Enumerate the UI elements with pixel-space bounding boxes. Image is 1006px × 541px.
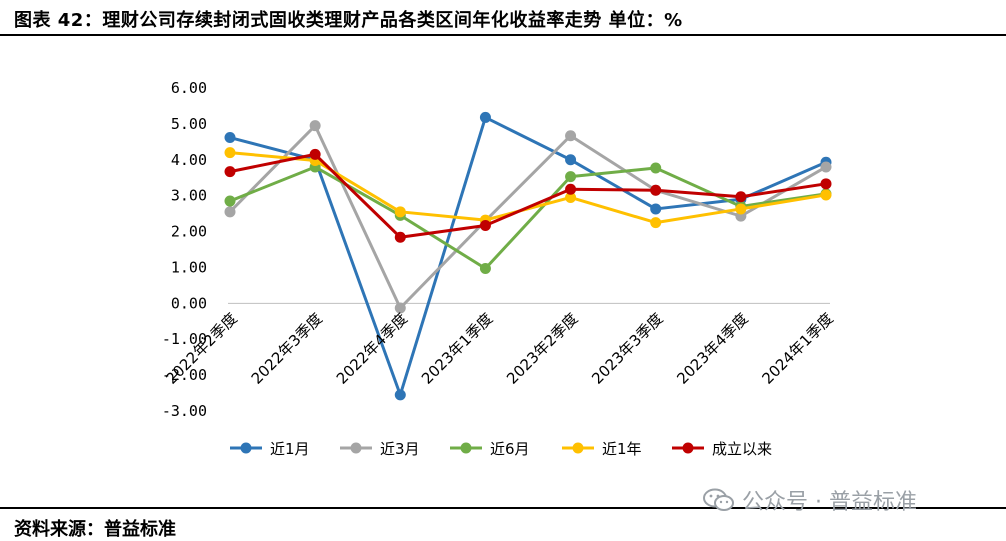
legend-item: 近1年: [562, 440, 642, 458]
y-tick-label: 1.00: [171, 258, 207, 276]
data-point: [820, 189, 832, 201]
data-point: [394, 389, 406, 401]
y-tick-label: -2.00: [162, 366, 207, 384]
data-point: [479, 111, 491, 123]
data-point: [565, 191, 577, 203]
legend-swatch-marker: [460, 442, 472, 454]
x-tick-label: 2022年4季度: [333, 309, 411, 387]
data-point: [309, 120, 321, 132]
data-point: [650, 203, 662, 215]
x-tick-label: 2023年2季度: [503, 309, 581, 387]
y-tick-label: 0.00: [171, 294, 207, 312]
data-point: [650, 184, 662, 196]
wechat-icon: [703, 488, 734, 511]
y-tick-label: 3.00: [171, 187, 207, 205]
chart-title: 图表 42：理财公司存续封闭式固收类理财产品各类区间年化收益率走势 单位：%: [14, 10, 683, 31]
legend-item: 成立以来: [672, 440, 772, 458]
data-point: [394, 206, 406, 218]
series-line: [229, 152, 827, 239]
data-point: [820, 161, 832, 173]
x-tick-label: 2023年3季度: [588, 309, 666, 387]
legend-item: 近6月: [450, 440, 530, 458]
legend-swatch-marker: [682, 442, 694, 454]
data-point: [565, 183, 577, 195]
legend-label: 近1月: [270, 440, 310, 458]
legend-swatch-marker: [350, 442, 362, 454]
x-tick-label: 2024年1季度: [759, 309, 837, 387]
legend-label: 近3月: [380, 440, 420, 458]
legend-label: 近6月: [490, 440, 530, 458]
data-point: [565, 171, 577, 183]
data-point: [224, 132, 236, 144]
legend-swatch-marker: [572, 442, 584, 454]
y-axis-ticks: 6.00 5.00 4.00 3.00 2.00 1.00 0.00 -1.00 -2.00 -3…: [162, 79, 207, 420]
data-point: [309, 148, 321, 160]
x-tick-label: 2023年4季度: [673, 309, 751, 387]
source-note: 资料来源：普益标准: [14, 519, 176, 540]
legend: 近1月 近3月 近6月 近1年 成立以来: [230, 440, 772, 458]
x-tick-label: 2023年1季度: [418, 309, 496, 387]
legend-swatch-marker: [240, 442, 252, 454]
data-point: [650, 162, 662, 174]
data-point: [394, 231, 406, 243]
legend-label: 成立以来: [712, 440, 772, 458]
series-成立以来: [224, 148, 832, 243]
data-point: [565, 130, 577, 142]
data-point: [565, 154, 577, 166]
data-point: [479, 219, 491, 231]
y-tick-label: -1.00: [162, 330, 207, 348]
watermark-text: 公众号 · 普益标准: [742, 490, 917, 515]
legend-label: 近1年: [602, 440, 642, 458]
data-point: [224, 206, 236, 218]
series-line: [229, 165, 827, 271]
data-point: [224, 147, 236, 159]
data-point: [735, 191, 747, 203]
data-point: [394, 302, 406, 314]
watermark: 公众号 · 普益标准: [702, 484, 917, 516]
data-point: [224, 166, 236, 178]
y-tick-label: 5.00: [171, 115, 207, 133]
data-point: [479, 263, 491, 275]
y-tick-label: 2.00: [171, 223, 207, 241]
y-tick-label: 6.00: [171, 79, 207, 97]
series-layer: [224, 111, 832, 401]
data-point: [650, 217, 662, 229]
x-tick-label: 2022年3季度: [248, 309, 326, 387]
legend-item: 近3月: [340, 440, 420, 458]
y-tick-label: 4.00: [171, 151, 207, 169]
bottom-divider: [0, 507, 1006, 509]
legend-item: 近1月: [230, 440, 310, 458]
y-tick-label: -3.00: [162, 402, 207, 420]
x-axis-labels: 2022年2季度 2022年3季度 2022年4季度 2023年1季度 2023年2季度…: [163, 309, 837, 387]
data-point: [224, 195, 236, 207]
data-point: [735, 203, 747, 215]
top-divider: [0, 34, 1006, 36]
data-point: [820, 178, 832, 190]
